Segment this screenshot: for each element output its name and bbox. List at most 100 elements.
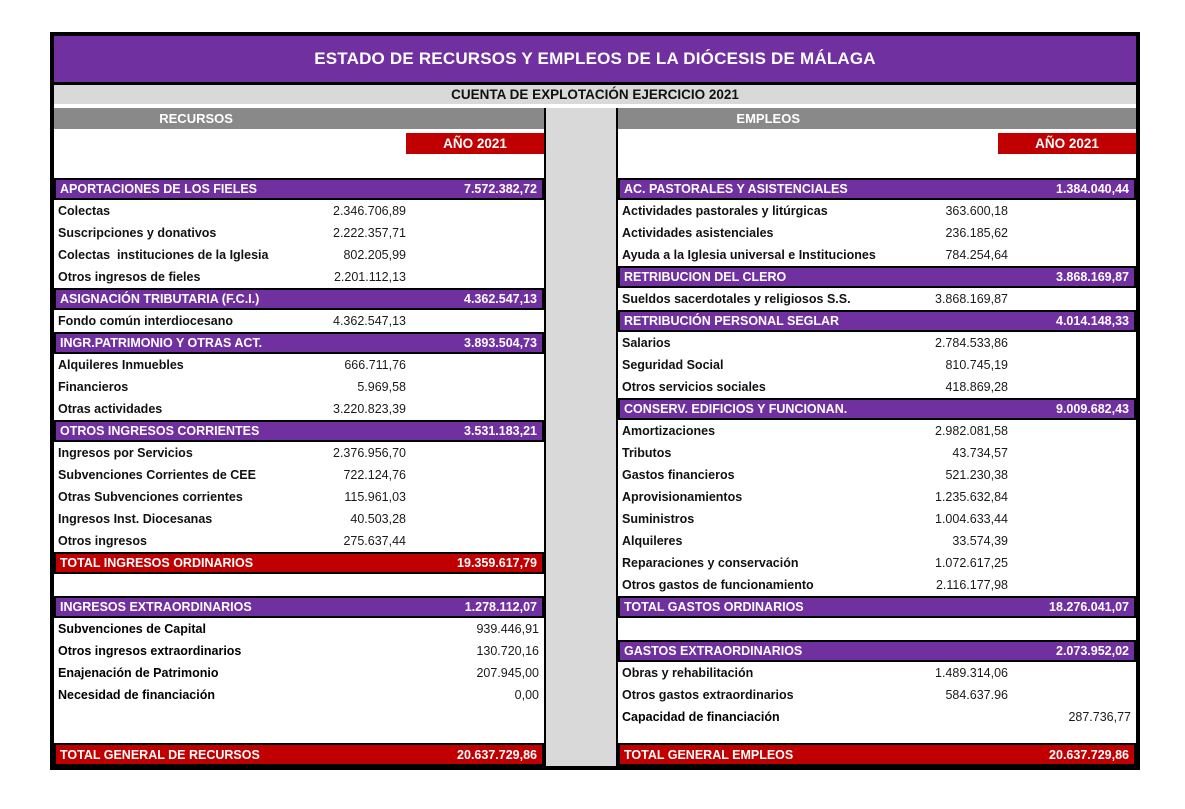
row-value: 20.637.729,86 bbox=[1049, 747, 1129, 762]
row-value: 4.014.148,33 bbox=[1056, 314, 1129, 328]
row-label: TOTAL GENERAL DE RECURSOS bbox=[60, 747, 260, 762]
row-label: INGRESOS EXTRAORDINARIOS bbox=[60, 600, 252, 614]
row-value: 1.072.617,25 bbox=[935, 556, 1008, 570]
row-label: Actividades pastorales y litúrgicas bbox=[622, 204, 828, 218]
empleos-year-badge: AÑO 2021 bbox=[998, 133, 1136, 154]
row-label: TOTAL GENERAL EMPLEOS bbox=[624, 747, 794, 762]
row-label: Ayuda a la Iglesia universal e Instituci… bbox=[622, 248, 876, 262]
empty-row bbox=[54, 574, 544, 596]
row-value: 287.736,77 bbox=[1068, 710, 1131, 724]
row-value: 40.503,28 bbox=[350, 512, 406, 526]
row-label: Seguridad Social bbox=[622, 358, 724, 372]
row-value: 363.600,18 bbox=[945, 204, 1008, 218]
detail-row: Subvenciones de Capital 939.446,91 bbox=[54, 618, 544, 640]
row-label: Necesidad de financiación bbox=[58, 688, 215, 702]
detail-row: Amortizaciones 2.982.081,58 bbox=[618, 420, 1136, 442]
detail-row: Otros ingresos extraordinarios 130.720,16 bbox=[54, 640, 544, 662]
row-label: Otros servicios sociales bbox=[622, 380, 766, 394]
detail-row: Seguridad Social 810.745,19 bbox=[618, 354, 1136, 376]
detail-row: Necesidad de financiación 0,00 bbox=[54, 684, 544, 706]
recursos-header-bar: RECURSOS bbox=[54, 108, 544, 129]
row-value: 2.116.177,98 bbox=[935, 578, 1008, 592]
detail-row: Salarios 2.784.533,86 bbox=[618, 332, 1136, 354]
row-value: 3.531.183,21 bbox=[464, 424, 537, 438]
row-value: 2.784.533,86 bbox=[935, 336, 1008, 350]
row-label: Sueldos sacerdotales y religiosos S.S. bbox=[622, 292, 851, 306]
row-label: Gastos financieros bbox=[622, 468, 735, 482]
row-value: 722.124,76 bbox=[343, 468, 406, 482]
row-label: Alquileres bbox=[622, 534, 683, 548]
row-label: Colectas instituciones de la Iglesia bbox=[58, 248, 269, 262]
row-label: AC. PASTORALES Y ASISTENCIALES bbox=[624, 182, 848, 196]
gap bbox=[618, 129, 1136, 133]
row-label: Amortizaciones bbox=[622, 424, 716, 438]
row-label: Financieros bbox=[58, 380, 129, 394]
detail-row: Fondo común interdiocesano 4.362.547,13 bbox=[54, 310, 544, 332]
row-value: 802.205,99 bbox=[343, 248, 406, 262]
total-row: TOTAL INGRESOS ORDINARIOS 19.359.617,79 bbox=[54, 552, 544, 574]
detail-row: Reparaciones y conservación 1.072.617,25 bbox=[618, 552, 1136, 574]
row-label: Enajenación de Patrimonio bbox=[58, 666, 219, 680]
row-label: Otras Subvenciones corrientes bbox=[58, 490, 243, 504]
row-label: Suscripciones y donativos bbox=[58, 226, 217, 240]
row-label: Subvenciones Corrientes de CEE bbox=[58, 468, 256, 482]
row-label: Otros ingresos bbox=[58, 534, 147, 548]
row-label: Subvenciones de Capital bbox=[58, 622, 206, 636]
row-value: 666.711,76 bbox=[344, 358, 406, 372]
row-label: Otros gastos de funcionamiento bbox=[622, 578, 814, 592]
detail-row: Subvenciones Corrientes de CEE 722.124,76 bbox=[54, 464, 544, 486]
detail-row: Suscripciones y donativos 2.222.357,71 bbox=[54, 222, 544, 244]
row-value: 5.969,58 bbox=[357, 380, 406, 394]
row-label: Otros ingresos de fieles bbox=[58, 270, 201, 284]
row-label: Reparaciones y conservación bbox=[622, 556, 799, 570]
row-label: TOTAL GASTOS ORDINARIOS bbox=[624, 600, 804, 614]
detail-row: Otros gastos extraordinarios 584.637.96 bbox=[618, 684, 1136, 706]
row-value: 275.637,44 bbox=[343, 534, 406, 548]
row-label: Actividades asistenciales bbox=[622, 226, 774, 240]
detail-row: Otros ingresos de fieles 2.201.112,13 bbox=[54, 266, 544, 288]
row-value: 236.185,62 bbox=[945, 226, 1008, 240]
report-title: ESTADO DE RECURSOS Y EMPLEOS DE LA DIÓCE… bbox=[314, 49, 876, 68]
recursos-year-badge: AÑO 2021 bbox=[406, 133, 544, 154]
report-subtitle-band: CUENTA DE EXPLOTACIÓN EJERCICIO 2021 bbox=[54, 85, 1136, 104]
empleos-table: EMPLEOS AÑO 2021 AC. PASTORALES Y ASISTE… bbox=[616, 108, 1136, 766]
section-header-row: RETRIBUCION DEL CLERO 3.868.169,87 bbox=[618, 266, 1136, 288]
total-row: TOTAL GASTOS ORDINARIOS 18.276.041,07 bbox=[618, 596, 1136, 618]
detail-row: Otros servicios sociales 418.869,28 bbox=[618, 376, 1136, 398]
detail-row: Ingresos Inst. Diocesanas 40.503,28 bbox=[54, 508, 544, 530]
row-value: 3.220.823,39 bbox=[333, 402, 406, 416]
row-value: 2.346.706,89 bbox=[333, 204, 406, 218]
row-label: ASIGNACIÓN TRIBUTARIA (F.C.I.) bbox=[60, 292, 260, 306]
two-column-grid: RECURSOS AÑO 2021 APORTACIONES DE LOS FI… bbox=[54, 108, 1136, 766]
row-label: Capacidad de financiación bbox=[622, 710, 780, 724]
total-row: TOTAL GENERAL EMPLEOS 20.637.729,86 bbox=[618, 743, 1136, 766]
empleos-header-label: EMPLEOS bbox=[736, 111, 800, 126]
recursos-year-row: AÑO 2021 bbox=[54, 133, 544, 154]
row-label: Suministros bbox=[622, 512, 695, 526]
row-label: TOTAL INGRESOS ORDINARIOS bbox=[60, 556, 254, 570]
row-value: 939.446,91 bbox=[476, 622, 539, 636]
subtitle-gap bbox=[54, 104, 1136, 108]
detail-row: Ayuda a la Iglesia universal e Instituci… bbox=[618, 244, 1136, 266]
section-header-row: GASTOS EXTRAORDINARIOS 2.073.952,02 bbox=[618, 640, 1136, 662]
row-label: RETRIBUCIÓN PERSONAL SEGLAR bbox=[624, 314, 840, 328]
row-value: 2.222.357,71 bbox=[333, 226, 406, 240]
detail-row: Sueldos sacerdotales y religiosos S.S. 3.… bbox=[618, 288, 1136, 310]
row-value: 3.868.169,87 bbox=[935, 292, 1008, 306]
row-value: 19.359.617,79 bbox=[457, 556, 537, 570]
row-value: 0,00 bbox=[514, 688, 539, 702]
detail-row: Capacidad de financiación 287.736,77 bbox=[618, 706, 1136, 728]
row-label: Obras y rehabilitación bbox=[622, 666, 754, 680]
detail-row: Tributos 43.734,57 bbox=[618, 442, 1136, 464]
row-label: Colectas bbox=[58, 204, 111, 218]
row-label: Ingresos por Servicios bbox=[58, 446, 193, 460]
row-label: CONSERV. EDIFICIOS Y FUNCIONAN. bbox=[624, 402, 848, 416]
report-sheet: ESTADO DE RECURSOS Y EMPLEOS DE LA DIÓCE… bbox=[50, 32, 1140, 770]
title-divider bbox=[54, 82, 1136, 85]
row-label: RETRIBUCION DEL CLERO bbox=[624, 270, 787, 284]
detail-row: Colectas 2.346.706,89 bbox=[54, 200, 544, 222]
row-value: 1.384.040,44 bbox=[1056, 182, 1129, 196]
row-value: 43.734,57 bbox=[952, 446, 1008, 460]
total-row: TOTAL GENERAL DE RECURSOS 20.637.729,86 bbox=[54, 743, 544, 766]
row-label: Tributos bbox=[622, 446, 672, 460]
